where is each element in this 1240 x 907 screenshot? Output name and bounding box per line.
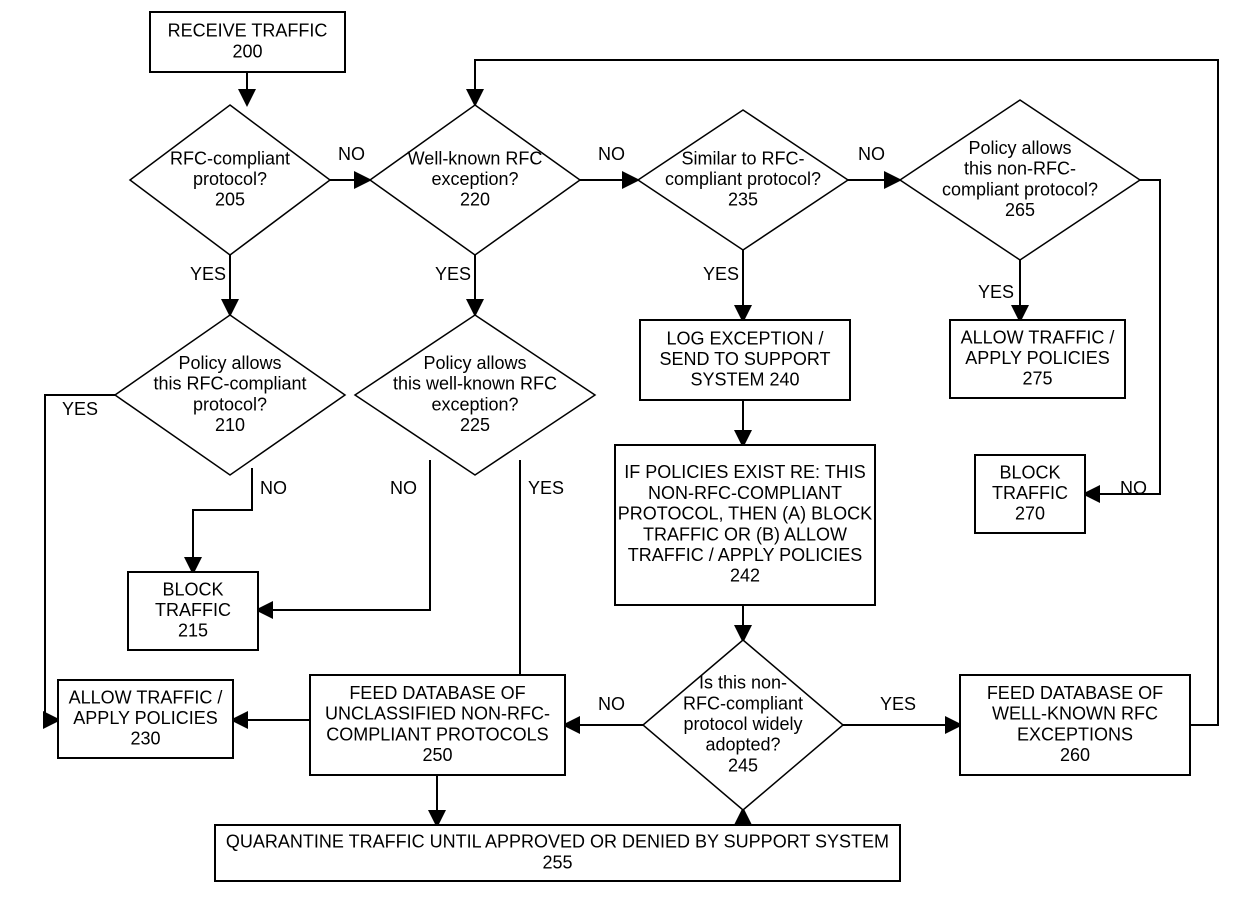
- node-n250: FEED DATABASE OFUNCLASSIFIED NON-RFC-COM…: [310, 675, 565, 775]
- edge-label: YES: [978, 282, 1014, 302]
- edge-e205-220: NO: [330, 144, 369, 180]
- edge-label: YES: [62, 399, 98, 419]
- edge-label: NO: [598, 144, 625, 164]
- node-n270: BLOCKTRAFFIC270: [975, 455, 1085, 533]
- node-n240: LOG EXCEPTION /SEND TO SUPPORTSYSTEM 240: [640, 320, 850, 400]
- edge-e205-210: YES: [190, 255, 230, 314]
- node-n210: Policy allowsthis RFC-compliantprotocol?…: [115, 315, 345, 475]
- edge-label: YES: [528, 478, 564, 498]
- edge-label: NO: [390, 478, 417, 498]
- node-n220: Well-known RFCexception?220: [370, 105, 580, 255]
- edge-e235-265: NO: [848, 144, 899, 180]
- flowchart-canvas: NO YES NO YES NO YES NO YES NO YES NO YES YES NO RECE…: [0, 0, 1240, 907]
- nodes-layer: RECEIVE TRAFFIC200 RFC-compliantprotocol?…: [58, 12, 1190, 881]
- edge-label: NO: [858, 144, 885, 164]
- edge-label: NO: [338, 144, 365, 164]
- node-n200: RECEIVE TRAFFIC200: [150, 12, 345, 72]
- node-n225: Policy allowsthis well-known RFCexceptio…: [355, 315, 595, 475]
- node-n275: ALLOW TRAFFIC /APPLY POLICIES275: [950, 320, 1125, 398]
- node-n230: ALLOW TRAFFIC /APPLY POLICIES230: [58, 680, 233, 758]
- node-n255: QUARANTINE TRAFFIC UNTIL APPROVED OR DEN…: [215, 825, 900, 881]
- edge-e220-225: YES: [435, 255, 475, 314]
- edge-label: YES: [703, 264, 739, 284]
- edge-label: YES: [880, 694, 916, 714]
- edge-e235-240: YES: [703, 250, 743, 320]
- edge-e210-230: YES: [45, 395, 115, 720]
- node-n235: Similar to RFC-compliant protocol?235: [638, 110, 848, 250]
- node-n265: Policy allowsthis non-RFC-compliant prot…: [900, 100, 1140, 260]
- edge-e220-235: NO: [580, 144, 637, 180]
- node-n245: Is this non-RFC-compliantprotocol widely…: [643, 640, 843, 810]
- edge-label: YES: [190, 264, 226, 284]
- node-n205: RFC-compliantprotocol?205: [130, 105, 330, 255]
- node-n242: IF POLICIES EXIST RE: THISNON-RFC-COMPLI…: [615, 445, 875, 605]
- edge-label: YES: [435, 264, 471, 284]
- edge-label: NO: [260, 478, 287, 498]
- node-n215: BLOCKTRAFFIC215: [128, 572, 258, 650]
- edge-e210-215: NO: [193, 468, 287, 572]
- edge-label: NO: [1120, 478, 1147, 498]
- node-n260: FEED DATABASE OFWELL-KNOWN RFCEXCEPTIONS…: [960, 675, 1190, 775]
- edge-e265-275: YES: [978, 260, 1020, 320]
- edge-e245-250: NO: [565, 694, 643, 725]
- edge-e245-260: YES: [843, 694, 960, 725]
- edge-label: NO: [598, 694, 625, 714]
